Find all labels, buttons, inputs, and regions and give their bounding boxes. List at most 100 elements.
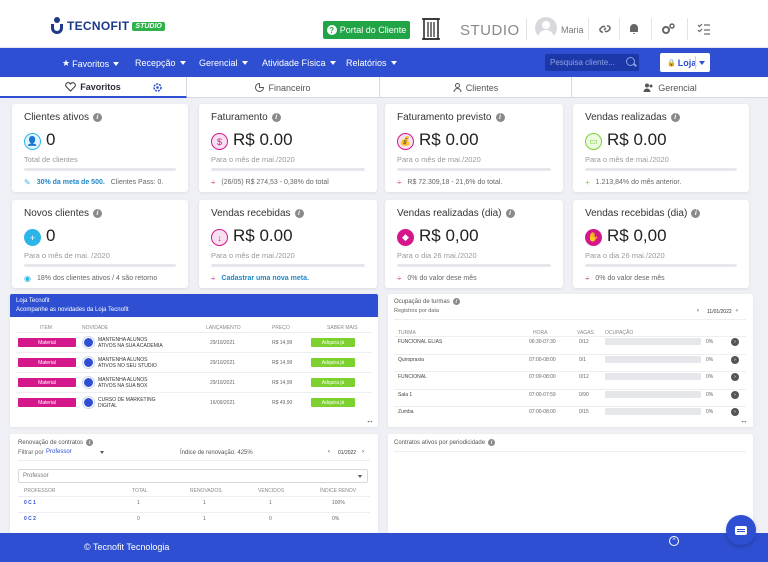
nav-atividade-fisica[interactable]: Atividade Física <box>262 58 336 68</box>
filter-select[interactable]: Professor <box>46 449 104 455</box>
card-footer: ÷ R$ 72.309,18 - 21,6% do total. <box>397 178 502 187</box>
prev-date-icon[interactable]: ‹ <box>328 449 330 455</box>
nav-relatorios[interactable]: Relatórios <box>346 58 397 68</box>
card-subtitle: Para o mês de mai./2020 <box>211 251 295 260</box>
progress-bar <box>24 264 176 267</box>
gears-icon[interactable] <box>661 22 675 36</box>
turma-name: Zumba <box>398 409 414 415</box>
column-header: RENOVADOS <box>190 488 222 494</box>
stat-card: Clientes ativos i 👤 0 Total de clientes ✎ 30% … <box>12 104 188 192</box>
next-date-icon[interactable]: › <box>362 449 364 455</box>
receive-icon: ↓ <box>211 229 228 246</box>
adquira-button[interactable]: Adquira já <box>311 338 355 347</box>
adquira-button[interactable]: Adquira já <box>311 358 355 367</box>
info-icon[interactable]: i <box>495 113 505 122</box>
card-footer: ÷ 0% do valor dese mês <box>397 274 477 283</box>
price: R$ 14,99 <box>272 340 293 346</box>
professor-name[interactable]: 0 C 1 <box>24 500 36 506</box>
ocupacao-title: Ocupação de turmas i <box>394 298 460 305</box>
product-name[interactable]: MANTENHA ALUNOS ATIVOS NA SUA BOX <box>98 377 148 389</box>
ocupacao-date[interactable]: 11/01/2022 <box>707 309 732 315</box>
chevron-right-icon[interactable]: › <box>731 338 739 346</box>
info-icon[interactable]: i <box>93 113 103 122</box>
tab-gerencial[interactable]: Gerencial <box>572 77 768 98</box>
chevron-up-icon[interactable]: ^ <box>669 536 679 546</box>
professor-select[interactable]: Professor <box>18 469 368 483</box>
adquira-button[interactable]: Adquira já <box>311 378 355 387</box>
link-icon[interactable] <box>598 22 612 36</box>
info-icon[interactable]: i <box>93 209 103 218</box>
divider <box>18 460 370 461</box>
loja-button[interactable]: 🔒 Loja <box>660 53 710 72</box>
info-icon[interactable]: i <box>271 113 281 122</box>
nav-recepcao[interactable]: Recepção <box>135 58 186 68</box>
card-footer-link[interactable]: Cadastrar uma nova meta. <box>221 275 309 282</box>
price: R$ 14,99 <box>272 360 293 366</box>
user-icon: 👤 <box>24 133 41 150</box>
vencidos-value: 1 <box>269 500 272 506</box>
bell-icon[interactable] <box>627 22 641 36</box>
tasks-icon[interactable] <box>697 22 711 36</box>
stat-card: Faturamento i $ R$ 0.00 Para o mês de mai./2… <box>199 104 377 192</box>
progress-bar <box>585 264 737 267</box>
chat-button[interactable] <box>726 515 756 545</box>
tecnofit-logo[interactable]: TECNOFIT STUDIO <box>50 17 165 35</box>
info-icon[interactable]: i <box>691 209 701 218</box>
card-footer: +1.213,84% do mês anterior. <box>585 178 681 187</box>
chevron-right-icon[interactable]: › <box>731 355 739 364</box>
heart-icon <box>65 81 77 92</box>
renovacao-date[interactable]: 01/2022 <box>338 450 357 456</box>
info-icon[interactable]: i <box>452 298 460 305</box>
portal-cliente-button[interactable]: ? Portal do Cliente <box>323 21 410 39</box>
ocupacao-bar <box>605 408 701 415</box>
info-icon[interactable]: i <box>488 439 496 446</box>
chevron-right-icon[interactable]: › <box>731 390 739 399</box>
progress-bar <box>24 168 176 171</box>
divide-icon: ÷ <box>211 178 216 187</box>
nav-favoritos[interactable]: ★ Favoritos <box>62 58 120 69</box>
item-badge: Material <box>18 338 76 347</box>
renovacao-title: Renovação de contratos i <box>18 439 94 446</box>
column-header: NOVIDADE <box>82 325 109 331</box>
professor-name[interactable]: 0 C 2 <box>24 516 36 522</box>
card-footer-text: R$ 72.309,18 - 21,6% do total. <box>407 179 503 186</box>
info-icon[interactable]: i <box>294 209 304 218</box>
chevron-right-icon[interactable]: › <box>731 408 739 416</box>
turma-name: Quiropraxia <box>398 356 424 363</box>
product-name[interactable]: MANTENHA ALUNOS ATIVOS NO SEU STUDIO <box>98 357 157 369</box>
expand-icon[interactable]: ↔ <box>740 416 748 425</box>
expand-icon[interactable]: ↔ <box>366 416 374 425</box>
item-badge: Material <box>18 398 76 407</box>
product-name[interactable]: CURSO DE MARKETING DIGITAL <box>98 397 156 409</box>
chart-icon <box>255 83 265 92</box>
column-header: OCUPAÇÃO <box>605 330 634 336</box>
nav-gerencial[interactable]: Gerencial <box>199 58 248 68</box>
tab-financeiro[interactable]: Financeiro <box>187 77 380 98</box>
card-footer: ÷ (26/05) R$ 274,53 - 0,38% do total <box>211 178 329 187</box>
chevron-right-icon[interactable]: › <box>731 373 739 381</box>
card-subtitle: Total de clientes <box>24 155 78 164</box>
chevron-down-icon <box>113 61 120 66</box>
info-icon[interactable]: i <box>670 113 680 122</box>
search-icon[interactable] <box>626 57 635 66</box>
card-value: R$ 0.00 <box>607 130 667 149</box>
tab-favoritos[interactable]: Favoritos <box>0 77 187 98</box>
gear-icon[interactable] <box>152 82 163 93</box>
avatar[interactable] <box>535 17 557 39</box>
prev-date-icon[interactable]: ‹ <box>697 308 699 314</box>
divider <box>18 496 370 497</box>
ocupacao-bar <box>605 355 701 363</box>
next-date-icon[interactable]: › <box>736 308 738 314</box>
divider <box>394 388 746 390</box>
search-input[interactable] <box>550 58 624 67</box>
user-plus-icon: + <box>24 229 41 246</box>
adquira-button[interactable]: Adquira já <box>311 398 355 407</box>
info-icon[interactable]: i <box>505 209 515 218</box>
card-footer-link[interactable]: 30% da meta de 500. <box>36 179 105 186</box>
product-name[interactable]: MANTENHA ALUNOS ATIVOS NA SUA ACADEMIA <box>98 337 163 349</box>
moneybag-icon: 💰 <box>397 133 414 150</box>
user-name[interactable]: Maria <box>561 25 584 35</box>
product-icon <box>83 337 94 348</box>
tab-clientes[interactable]: Clientes <box>380 77 572 98</box>
info-icon[interactable]: i <box>86 439 94 446</box>
